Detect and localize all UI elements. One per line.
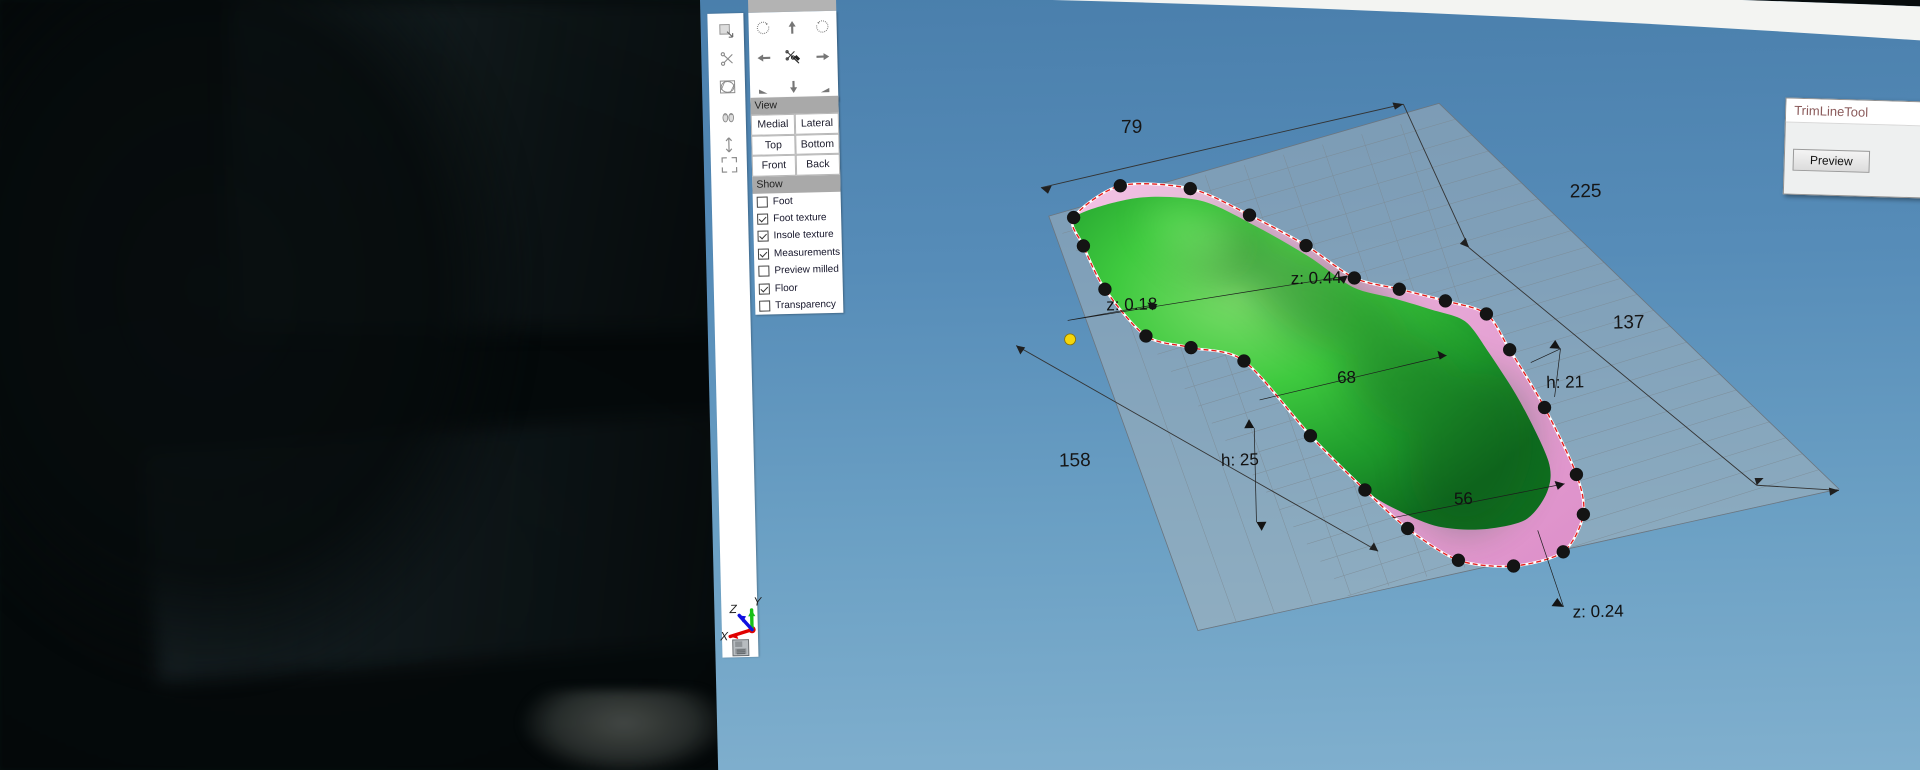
svg-text:68: 68 xyxy=(1337,368,1356,387)
svg-text:137: 137 xyxy=(1613,312,1645,334)
svg-text:z: 0.44: z: 0.44 xyxy=(1291,268,1342,288)
svg-text:56: 56 xyxy=(1454,489,1473,508)
svg-text:h: 25: h: 25 xyxy=(1221,450,1259,470)
svg-text:Y: Y xyxy=(753,594,762,608)
svg-text:z: 0.18: z: 0.18 xyxy=(1106,294,1157,314)
svg-text:225: 225 xyxy=(1570,181,1602,203)
svg-text:z: 0.24: z: 0.24 xyxy=(1572,601,1623,621)
svg-text:79: 79 xyxy=(1121,117,1143,138)
svg-text:X: X xyxy=(719,629,729,643)
svg-text:158: 158 xyxy=(1059,450,1091,472)
svg-text:Z: Z xyxy=(728,602,737,616)
svg-text:h: 21: h: 21 xyxy=(1546,372,1584,392)
